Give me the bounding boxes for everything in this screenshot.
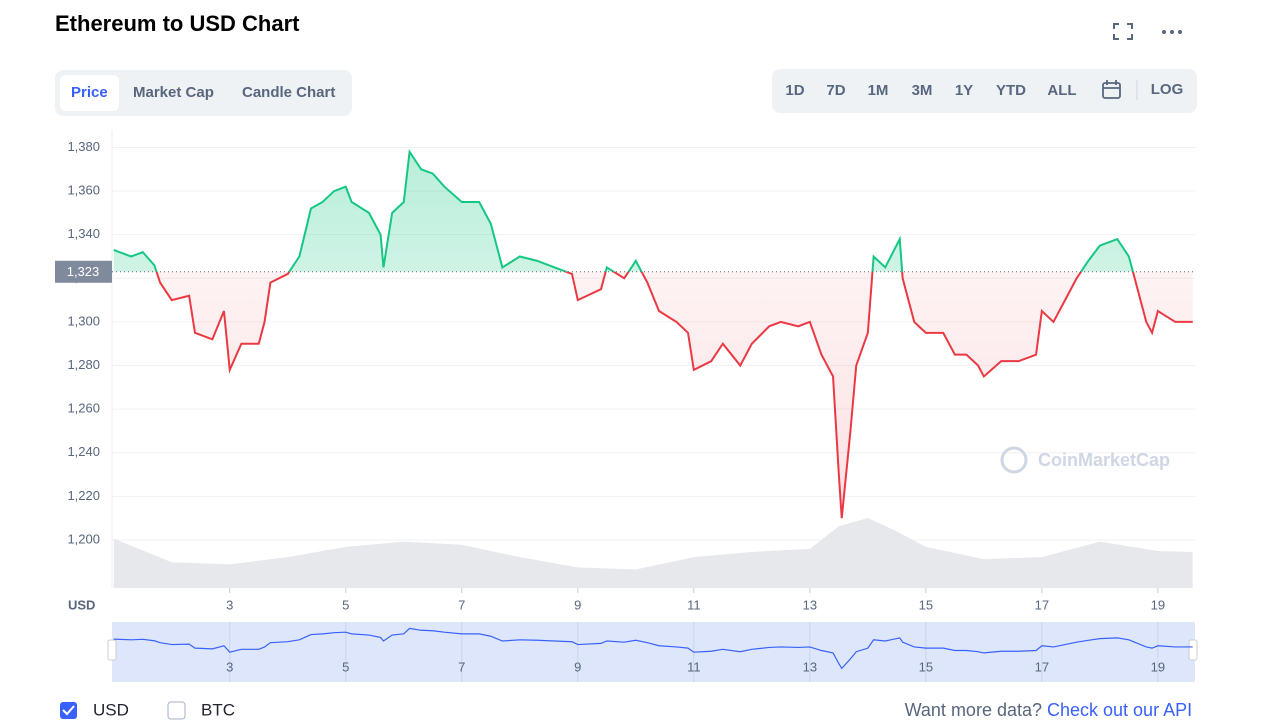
y-tick-label: 1,300: [67, 313, 100, 328]
option-label: USD: [93, 700, 129, 719]
more-icon[interactable]: [1162, 30, 1182, 34]
tab[interactable]: Market Cap: [133, 84, 214, 101]
range-button[interactable]: YTD: [996, 82, 1026, 99]
line-up: [113, 148, 1134, 272]
x-tick-label: 13: [803, 597, 817, 612]
range-button[interactable]: ALL: [1047, 82, 1076, 99]
range-button[interactable]: 3M: [912, 82, 933, 99]
nav-tick-label: 17: [1035, 659, 1049, 674]
y-tick-label: 1,200: [67, 531, 100, 546]
x-tick-label: 11: [687, 597, 701, 612]
footer-text: Want more data?: [905, 700, 1042, 720]
baseline-tag: [55, 260, 112, 283]
navigator-bg: [112, 622, 1195, 682]
y-tick-label: 1,240: [67, 444, 100, 459]
y-tick-label: 1,280: [67, 357, 100, 372]
range-button[interactable]: 1D: [785, 82, 804, 99]
x-tick-label: 3: [226, 597, 233, 612]
volume-area: [113, 518, 1193, 588]
y-tick-label: 1,380: [67, 139, 100, 154]
option-label: BTC: [201, 700, 235, 719]
range-button[interactable]: 1Y: [955, 82, 973, 99]
x-tick-label: 15: [919, 597, 933, 612]
api-link[interactable]: Check out our API: [1047, 700, 1192, 720]
tab-bar: [55, 70, 352, 116]
x-tick-label: 5: [342, 597, 349, 612]
watermark: CoinMarketCap: [1038, 450, 1170, 470]
title: Ethereum to USD Chart: [55, 11, 300, 36]
range-button[interactable]: 7D: [826, 82, 845, 99]
tab-active: [60, 75, 119, 111]
y-tick-label: 1,220: [67, 488, 100, 503]
calendar-icon[interactable]: [1102, 80, 1121, 99]
area-up: [113, 151, 1133, 272]
line-down: [155, 271, 1193, 519]
nav-handle[interactable]: [107, 639, 117, 661]
tab[interactable]: Price: [71, 84, 108, 101]
x-tick-label: 7: [458, 597, 465, 612]
log-button[interactable]: LOG: [1151, 81, 1184, 98]
x-tick-label: 9: [574, 597, 581, 612]
fullscreen-icon[interactable]: [1113, 23, 1133, 40]
nav-handle[interactable]: [1188, 639, 1198, 661]
area-down: [113, 271, 1193, 519]
y-tick-label: 1,340: [67, 226, 100, 241]
nav-tick-label: 11: [687, 659, 701, 674]
nav-tick-label: 5: [342, 659, 349, 674]
range-bar: [772, 69, 1197, 113]
x-tick-label: 19: [1151, 597, 1165, 612]
range-button[interactable]: 1M: [868, 82, 889, 99]
nav-tick-label: 7: [458, 659, 465, 674]
nav-tick-label: 9: [574, 659, 581, 674]
watermark-logo: [1000, 446, 1028, 474]
baseline-label: 1,323: [67, 264, 100, 279]
nav-tick-label: 13: [803, 659, 817, 674]
y-tick-label: 1,360: [67, 183, 100, 198]
nav-tick-label: 19: [1151, 659, 1165, 674]
btc-checkbox[interactable]: [167, 701, 186, 720]
axis-unit: USD: [68, 597, 95, 612]
nav-tick-label: 15: [919, 659, 933, 674]
tab[interactable]: Candle Chart: [242, 84, 335, 101]
x-tick-label: 17: [1035, 597, 1049, 612]
navigator: [107, 622, 1198, 682]
y-tick-label: 1,260: [67, 401, 100, 416]
usd-checkbox[interactable]: [60, 702, 77, 719]
nav-tick-label: 3: [226, 659, 233, 674]
nav-line: [113, 627, 1193, 670]
